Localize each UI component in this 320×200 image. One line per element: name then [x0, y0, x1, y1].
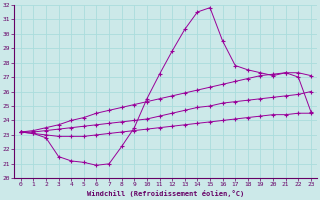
X-axis label: Windchill (Refroidissement éolien,°C): Windchill (Refroidissement éolien,°C): [87, 190, 244, 197]
